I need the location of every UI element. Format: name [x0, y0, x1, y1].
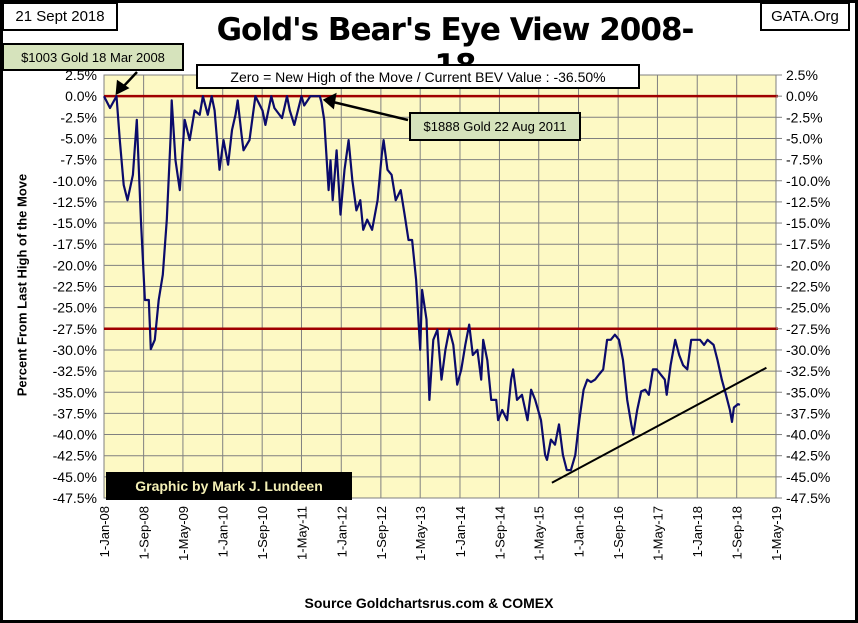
y-tick-label: -40.0%: [53, 427, 97, 443]
x-tick-label: 1-May-15: [532, 506, 547, 561]
arrow-head-2008: [115, 79, 130, 96]
y-tick-label: -37.5%: [786, 405, 830, 421]
x-tick-label: 1-Jan-12: [334, 506, 349, 557]
x-tick-label: 1-Jan-10: [216, 506, 231, 557]
y-tick-label: -2.5%: [60, 109, 97, 125]
trendline: [551, 366, 767, 484]
x-tick-label: 1-Jan-14: [453, 506, 468, 557]
x-axis: 1-Jan-08 1-Sep-08 1-May-09 1-Jan-10 1-Sep-10…: [97, 506, 784, 561]
y-axis-left: 2.5% 0.0% -2.5% -5.0% -7.5% -10.0% -12.5% -15.0…: [53, 67, 97, 506]
y-axis-right: 2.5% 0.0% -2.5% -5.0% -7.5% -10.0% -12.5% -15.0…: [776, 67, 830, 506]
y-tick-label: -10.0%: [786, 173, 830, 189]
y-tick-label: -22.5%: [53, 279, 97, 295]
y-tick-label: 0.0%: [786, 88, 818, 104]
annotation-high-2008: $1003 Gold 18 Mar 2008: [2, 43, 184, 71]
x-tick-label: 1-Sep-10: [255, 506, 270, 559]
y-tick-label: -32.5%: [53, 363, 97, 379]
y-tick-label: -45.0%: [53, 469, 97, 485]
y-tick-label: -15.0%: [53, 215, 97, 231]
y-tick-label: -12.5%: [53, 194, 97, 210]
x-tick-label: 1-Jan-08: [97, 506, 112, 557]
zero-note: Zero = New High of the Move / Current BE…: [196, 64, 640, 89]
x-tick-label: 1-Sep-08: [137, 506, 152, 559]
x-tick-label: 1-Sep-14: [492, 506, 507, 559]
credit-label: Graphic by Mark J. Lundeen: [106, 472, 352, 500]
date-label: 21 Sept 2018: [2, 2, 118, 31]
y-tick-label: -22.5%: [786, 279, 830, 295]
x-tick-label: 1-May-09: [176, 506, 191, 561]
y-tick-label: -15.0%: [786, 215, 830, 231]
arrow-2011: [332, 100, 409, 122]
site-label: GATA.Org: [760, 2, 850, 31]
y-tick-label: -7.5%: [786, 152, 823, 168]
y-tick-label: -37.5%: [53, 405, 97, 421]
y-tick-label: 2.5%: [786, 67, 818, 83]
y-tick-label: -30.0%: [53, 342, 97, 358]
y-tick-label: -35.0%: [53, 384, 97, 400]
y-tick-label: -30.0%: [786, 342, 830, 358]
y-tick-label: -47.5%: [786, 490, 830, 506]
y-tick-label: 2.5%: [65, 67, 97, 83]
y-tick-label: -25.0%: [53, 300, 97, 316]
y-tick-label: -47.5%: [53, 490, 97, 506]
x-tick-label: 1-Sep-18: [730, 506, 745, 559]
y-tick-label: -20.0%: [53, 257, 97, 273]
x-tick-label: 1-May-17: [650, 506, 665, 561]
x-tick-label: 1-Jan-18: [690, 506, 705, 557]
source-label: Source Goldchartsrus.com & COMEX: [304, 595, 554, 611]
y-tick-label: -17.5%: [53, 236, 97, 252]
reference-lines: [104, 94, 778, 331]
y-tick-label: -5.0%: [786, 130, 823, 146]
y-axis-title: Percent From Last High of the Move: [14, 173, 30, 397]
y-tick-label: -40.0%: [786, 427, 830, 443]
y-tick-label: -5.0%: [60, 130, 97, 146]
y-tick-label: -42.5%: [786, 448, 830, 464]
y-tick-label: -27.5%: [53, 321, 97, 337]
y-tick-label: -32.5%: [786, 363, 830, 379]
x-tick-label: 1-Jan-16: [572, 506, 587, 557]
x-tick-label: 1-Sep-16: [611, 506, 626, 559]
y-tick-label: -27.5%: [786, 321, 830, 337]
y-tick-label: -20.0%: [786, 257, 830, 273]
annotation-arrows: [115, 71, 409, 122]
y-tick-label: -45.0%: [786, 469, 830, 485]
chart-title: Gold's Bear's Eye View 2008-18: [216, 12, 695, 84]
y-tick-label: -12.5%: [786, 194, 830, 210]
y-tick-label: -2.5%: [786, 109, 823, 125]
x-tick-label: 1-May-13: [413, 506, 428, 561]
y-tick-label: 0.0%: [65, 88, 97, 104]
y-tick-label: -25.0%: [786, 300, 830, 316]
x-tick-label: 1-May-19: [769, 506, 784, 561]
x-tick-label: 1-May-11: [294, 506, 309, 560]
y-tick-label: -42.5%: [53, 448, 97, 464]
y-tick-label: -17.5%: [786, 236, 830, 252]
y-tick-label: -35.0%: [786, 384, 830, 400]
arrow-head-2011: [322, 92, 337, 110]
x-tick-label: 1-Sep-12: [374, 506, 389, 559]
y-tick-label: -10.0%: [53, 173, 97, 189]
y-tick-label: -7.5%: [60, 152, 97, 168]
annotation-high-2011: $1888 Gold 22 Aug 2011: [409, 112, 581, 141]
series-line: [103, 95, 741, 472]
